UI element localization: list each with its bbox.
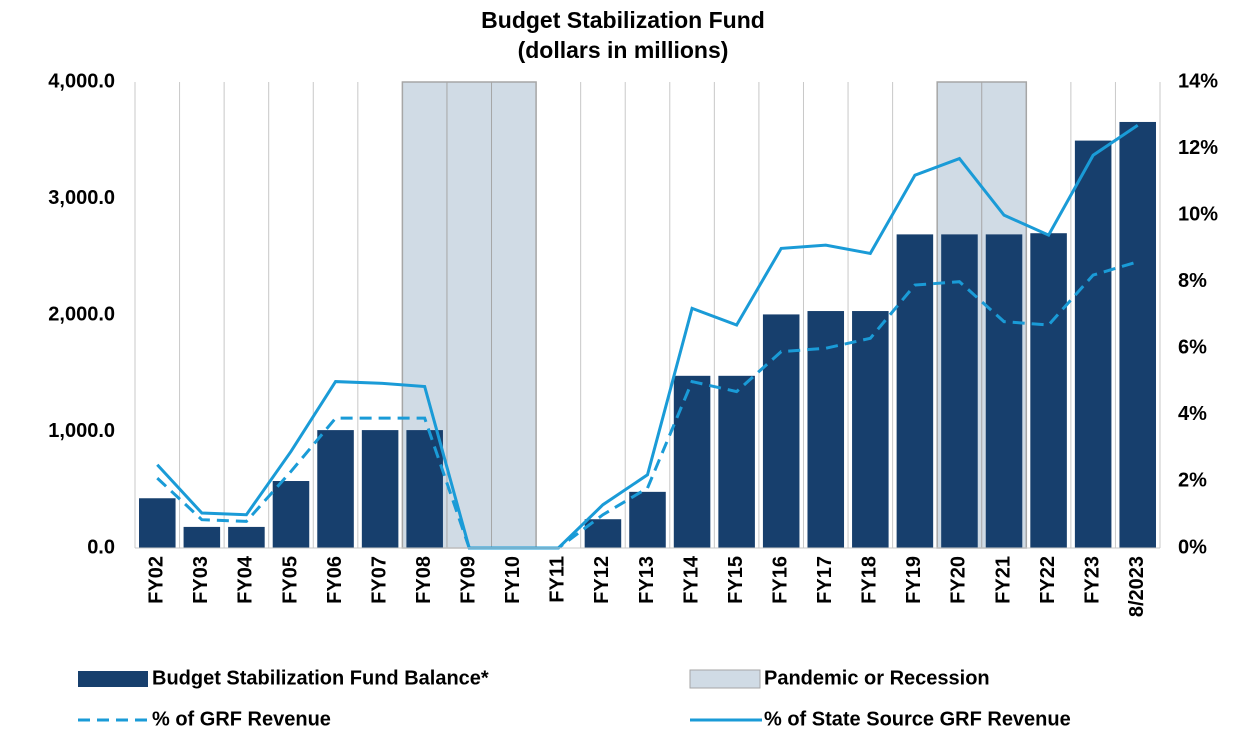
bar — [985, 234, 1023, 548]
y-tick-label: 0.0 — [87, 536, 115, 558]
y2-tick-label: 14% — [1178, 70, 1218, 92]
x-tick-label: FY08 — [413, 556, 435, 604]
bar — [1074, 140, 1112, 549]
x-tick-label: FY23 — [1081, 556, 1103, 604]
y-tick-label: 4,000.0 — [48, 70, 115, 92]
bar — [941, 234, 978, 548]
x-tick-label: FY10 — [502, 556, 524, 604]
line — [156, 260, 1139, 550]
bar — [183, 526, 221, 548]
x-tick-label: FY06 — [324, 556, 346, 604]
y2-tick-label: 2% — [1178, 470, 1207, 492]
bar — [272, 481, 310, 548]
legend-swatch — [78, 671, 148, 687]
x-tick-label: FY20 — [948, 556, 970, 604]
x-tick-label: FY14 — [680, 555, 702, 604]
y-tick-label: 3,000.0 — [48, 187, 115, 209]
y-tick-label: 1,000.0 — [48, 420, 115, 442]
x-tick-label: FY12 — [591, 556, 613, 604]
bar — [317, 430, 354, 548]
x-tick-label: FY19 — [903, 556, 925, 604]
y2-tick-label: 6% — [1178, 337, 1207, 359]
bar — [1030, 233, 1067, 549]
y2-tick-label: 12% — [1178, 137, 1218, 159]
x-tick-label: 8/2023 — [1126, 556, 1148, 617]
x-tick-label: FY18 — [859, 556, 881, 604]
chart-subtitle: (dollars in millions) — [518, 37, 729, 63]
legend-label: Pandemic or Recession — [764, 667, 990, 689]
y2-tick-label: 0% — [1178, 536, 1207, 558]
bar — [807, 311, 845, 548]
bar — [718, 375, 755, 548]
bar — [852, 311, 889, 548]
bar — [406, 430, 443, 548]
x-tick-label: FY07 — [368, 556, 390, 604]
bar — [629, 491, 666, 548]
bar — [673, 375, 711, 548]
y2-tick-label: 10% — [1178, 203, 1218, 225]
x-tick-label: FY13 — [636, 556, 658, 604]
y-tick-label: 2,000.0 — [48, 303, 115, 325]
line — [156, 124, 1139, 550]
x-tick-label: FY03 — [190, 556, 212, 604]
bar — [228, 526, 265, 548]
legend-swatch — [689, 669, 761, 689]
bar — [896, 234, 934, 548]
x-tick-label: FY09 — [458, 556, 480, 604]
y2-tick-label: 4% — [1178, 403, 1207, 425]
x-tick-label: FY22 — [1037, 556, 1059, 604]
y2-tick-label: 8% — [1178, 270, 1207, 292]
bar — [361, 430, 399, 548]
bar — [139, 498, 176, 548]
x-tick-label: FY21 — [992, 556, 1014, 604]
x-tick-label: FY16 — [769, 556, 791, 604]
x-tick-label: FY04 — [235, 555, 257, 604]
x-tick-label: FY02 — [146, 556, 168, 604]
legend-label: Budget Stabilization Fund Balance* — [152, 667, 489, 689]
legend-label: % of State Source GRF Revenue — [764, 708, 1071, 730]
bar — [1119, 121, 1156, 548]
x-tick-label: FY11 — [547, 556, 569, 603]
x-tick-label: FY05 — [279, 556, 301, 604]
chart-title: Budget Stabilization Fund — [481, 7, 765, 33]
x-tick-label: FY15 — [725, 556, 747, 604]
x-tick-label: FY17 — [814, 556, 836, 604]
legend-label: % of GRF Revenue — [152, 708, 331, 730]
